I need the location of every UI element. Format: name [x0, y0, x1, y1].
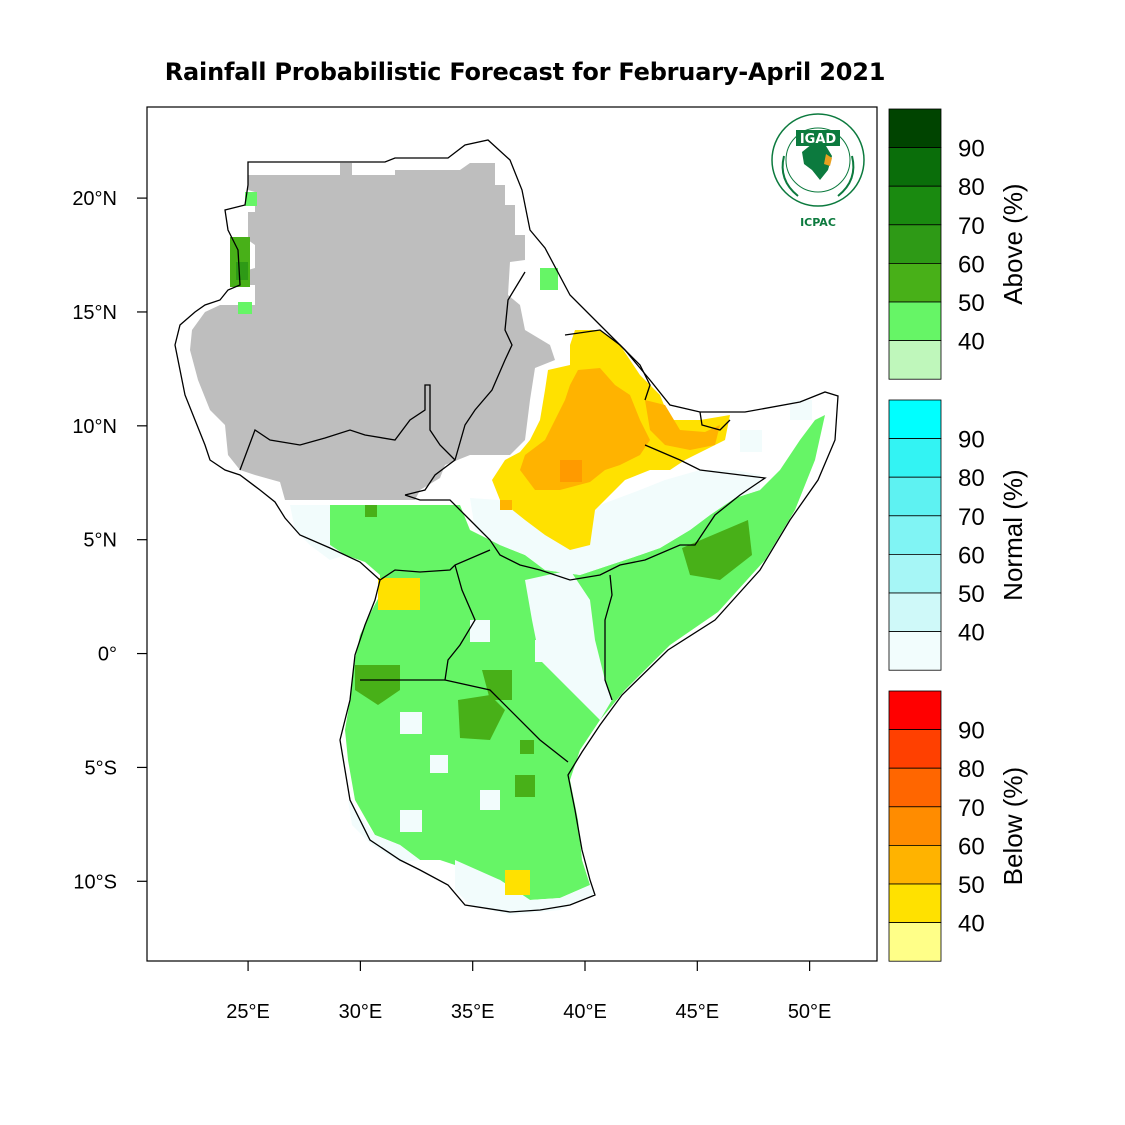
igad-logo: IGAD ICPAC [771, 113, 865, 229]
below-patch-uganda [378, 578, 420, 610]
latitude-axis: 20°N 15°N 10°N 5°N 0° 5°S 10°S [72, 188, 147, 893]
legend-label: 60 [958, 542, 985, 569]
lon-tick-label: 25°E [226, 1001, 270, 1023]
logo-sub: ICPAC [800, 216, 836, 229]
legend-swatch [888, 922, 942, 962]
legend-swatch [888, 767, 942, 808]
legend-label: 60 [958, 251, 985, 278]
legend-title: Below (%) [998, 767, 1028, 885]
below-60-area [520, 368, 650, 490]
legend-label: 70 [958, 504, 985, 531]
legend-swatch [888, 262, 942, 303]
country-boundaries [174, 139, 839, 913]
legend-label: 80 [958, 756, 985, 783]
legend-label: 80 [958, 465, 985, 492]
legend-swatch [888, 399, 942, 439]
legend-swatch [888, 729, 942, 769]
lon-tick-label: 35°E [451, 1001, 495, 1023]
map-title: Rainfall Probabilistic Forecast for Febr… [164, 58, 886, 86]
legend-label: 40 [958, 329, 985, 356]
lat-tick-label: 5°S [85, 757, 117, 779]
legend-label: 90 [958, 718, 985, 745]
above-50-patches [355, 505, 752, 797]
lat-tick-label: 20°N [72, 188, 117, 210]
legend-swatch [888, 845, 942, 885]
legend-group: 90 80 70 60 50 40 Above (%) 90 80 70 60 50 40 Normal … [888, 108, 1028, 962]
legend-swatch [888, 108, 942, 148]
lon-tick-label: 45°E [676, 1001, 720, 1023]
map-layer [174, 139, 839, 915]
legend-label: 50 [958, 872, 985, 899]
lon-tick-label: 50°E [788, 1001, 832, 1023]
legend-swatch [888, 476, 942, 517]
lat-tick-label: 10°S [73, 871, 117, 893]
legend-swatch [888, 592, 942, 632]
legend-swatch [888, 554, 942, 594]
legend-swatch [888, 185, 942, 226]
legend-label: 40 [958, 911, 985, 938]
legend-label: 50 [958, 581, 985, 608]
lat-tick-label: 15°N [72, 302, 117, 324]
legend-label: 60 [958, 833, 985, 860]
legend-swatch [888, 147, 942, 187]
longitude-axis: 25°E 30°E 35°E 40°E 45°E 50°E [226, 961, 831, 1023]
legend-label: 70 [958, 795, 985, 822]
legend-title: Above (%) [998, 183, 1028, 304]
legend-label: 90 [958, 136, 985, 163]
lat-tick-label: 10°N [72, 416, 117, 438]
legend-label: 50 [958, 290, 985, 317]
legend-swatch [888, 340, 942, 380]
legend-swatch [888, 301, 942, 341]
lon-tick-label: 40°E [563, 1001, 607, 1023]
near-normal-area-ethiopia-south [470, 470, 760, 575]
legend-swatch [888, 806, 942, 846]
laurel-icon [781, 155, 855, 197]
lon-tick-label: 30°E [339, 1001, 383, 1023]
legend-swatch [888, 883, 942, 923]
legend-title: Normal (%) [998, 469, 1028, 600]
lat-tick-label: 0° [98, 644, 117, 666]
legend-normal: 90 80 70 60 50 40 Normal (%) [888, 399, 1028, 671]
legend-swatch [888, 438, 942, 478]
legend-above: 90 80 70 60 50 40 Above (%) [888, 108, 1028, 380]
legend-swatch [888, 515, 942, 555]
legend-label: 70 [958, 213, 985, 240]
legend-swatch [888, 631, 942, 671]
lat-tick-label: 5°N [83, 530, 117, 552]
legend-label: 40 [958, 620, 985, 647]
legend-label: 80 [958, 174, 985, 201]
africa-icon [802, 144, 832, 180]
logo-name: IGAD [800, 132, 837, 147]
legend-label: 90 [958, 427, 985, 454]
dry-season-mask [190, 163, 555, 500]
legend-below: 90 80 70 60 50 40 Below (%) [888, 690, 1028, 962]
legend-swatch [888, 690, 942, 730]
legend-swatch [888, 224, 942, 264]
